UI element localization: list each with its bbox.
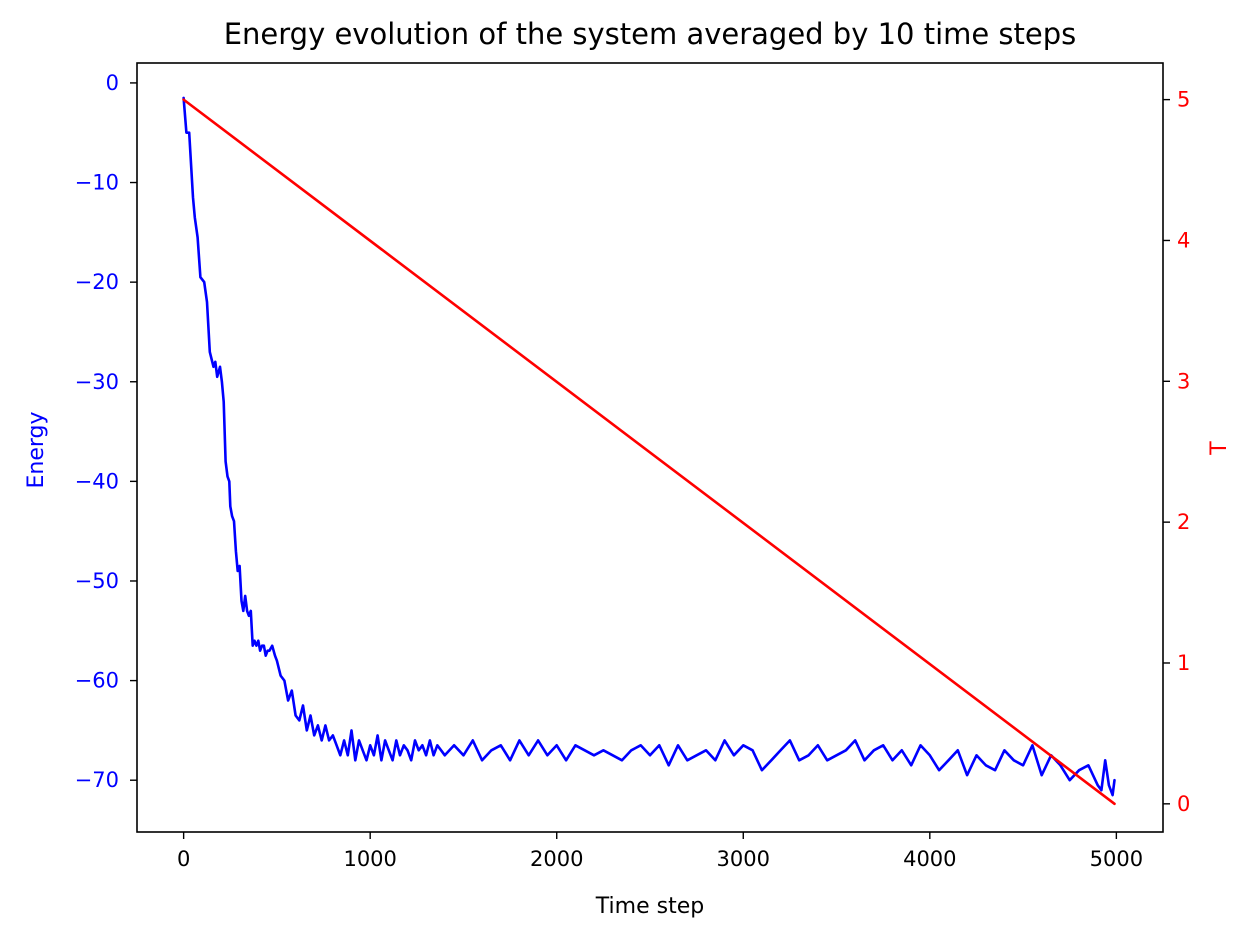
x-axis-label: Time step: [595, 894, 704, 919]
y-left-tick-label: −20: [75, 270, 119, 294]
x-tick-label: 5000: [1090, 847, 1143, 871]
x-tick-label: 2000: [530, 847, 583, 871]
y-left-tick-label: −30: [75, 370, 119, 394]
y-right-tick-label: 3: [1177, 369, 1190, 393]
y-left-tick-label: −60: [75, 669, 119, 693]
y-left-tick-label: −10: [75, 171, 119, 195]
y-left-tick-label: −50: [75, 569, 119, 593]
y-right-tick-label: 5: [1177, 88, 1190, 112]
x-tick-label: 0: [177, 847, 190, 871]
chart-title: Energy evolution of the system averaged …: [224, 17, 1077, 51]
x-tick-label: 1000: [343, 847, 396, 871]
plot-frame: [136, 62, 1164, 833]
y-right-tick-label: 2: [1177, 510, 1190, 534]
y-left-tick-label: −70: [75, 768, 119, 792]
y-right-axis: 0 1 2 3 4 5: [1163, 88, 1190, 816]
y-right-tick-label: 4: [1177, 228, 1190, 252]
y-right-tick-label: 0: [1177, 792, 1190, 816]
y-right-axis-label: T: [1207, 441, 1232, 456]
y-left-tick-label: −40: [75, 469, 119, 493]
y-left-tick-label: 0: [106, 71, 119, 95]
plot-lines: [182, 96, 1116, 806]
y-right-tick-label: 1: [1177, 651, 1190, 675]
x-axis: 0 1000 2000 3000 4000 5000: [177, 832, 1143, 871]
y-left-axis-label: Energy: [24, 411, 49, 488]
x-tick-label: 4000: [903, 847, 956, 871]
y-left-axis: 0 −10 −20 −30 −40 −50 −60 −70: [75, 71, 137, 792]
x-tick-label: 3000: [717, 847, 770, 871]
energy-series-line: [182, 96, 1116, 797]
temperature-series-line: [182, 98, 1116, 806]
